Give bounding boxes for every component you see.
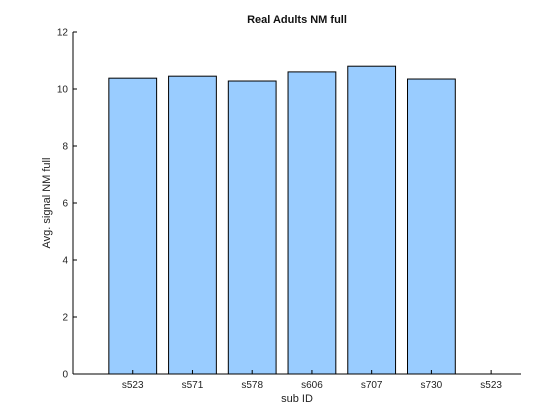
x-axis-title: sub ID bbox=[281, 393, 313, 405]
x-tick-label: s571 bbox=[182, 380, 204, 391]
x-tick-label: s606 bbox=[301, 380, 323, 391]
y-tick-label: 8 bbox=[62, 142, 68, 153]
bar-s523 bbox=[108, 77, 158, 375]
bars-group bbox=[108, 65, 456, 375]
bar-s571 bbox=[168, 75, 217, 375]
x-tick-label: s523 bbox=[480, 380, 502, 391]
bar-s730 bbox=[407, 78, 456, 375]
x-tick-label: s523 bbox=[122, 380, 144, 391]
bar-s606 bbox=[287, 71, 337, 375]
y-tick-label: 10 bbox=[57, 85, 69, 96]
x-tick-label: s730 bbox=[421, 380, 443, 391]
y-tick-label: 6 bbox=[62, 199, 68, 210]
y-tick-label: 4 bbox=[62, 256, 68, 267]
x-tick-label: s707 bbox=[361, 380, 383, 391]
x-ticks-group: s523 s571 s578 s606 s707 s730 s523 bbox=[122, 370, 502, 391]
y-tick-label: 12 bbox=[57, 28, 69, 39]
chart-title: Real Adults NM full bbox=[247, 14, 347, 26]
bar-s707 bbox=[347, 65, 397, 375]
x-tick-label: s578 bbox=[241, 380, 263, 391]
y-ticks-group: 0 2 4 6 8 10 12 bbox=[57, 28, 77, 381]
y-tick-label: 0 bbox=[62, 370, 68, 381]
bar-s578 bbox=[227, 80, 277, 375]
y-tick-label: 2 bbox=[62, 313, 68, 324]
y-axis-title: Avg. signal NM full bbox=[41, 158, 53, 249]
